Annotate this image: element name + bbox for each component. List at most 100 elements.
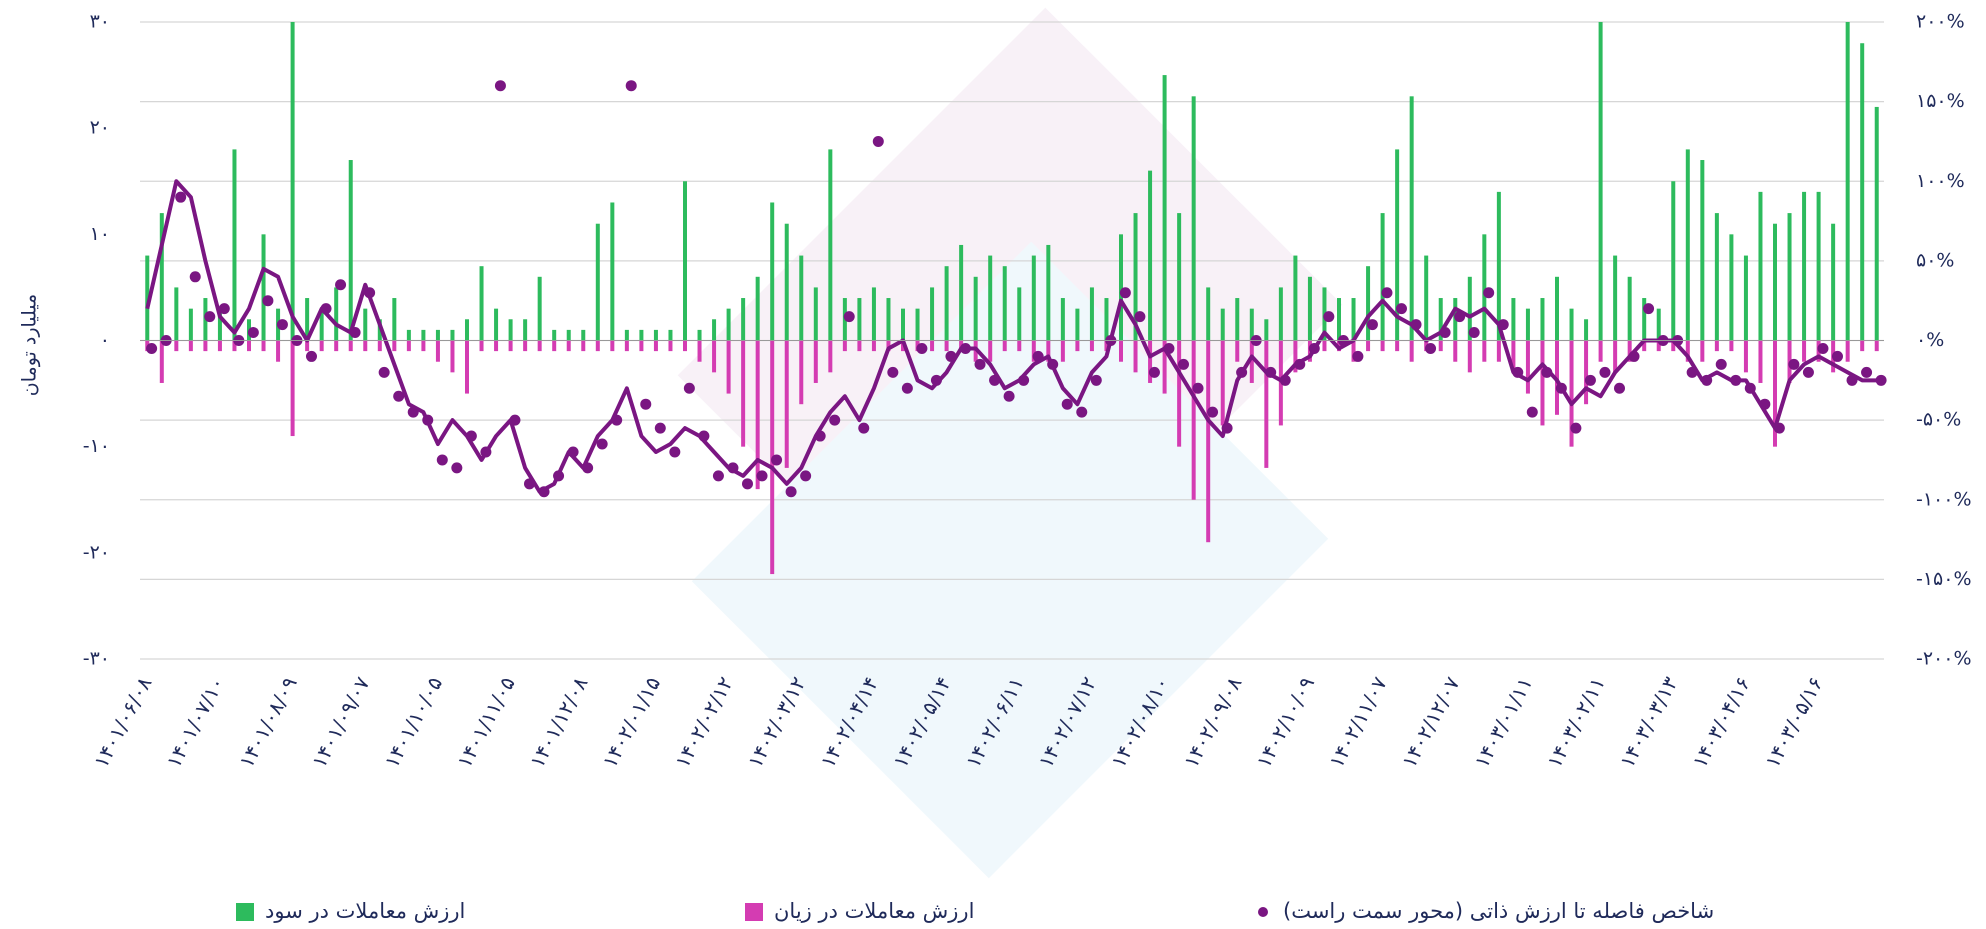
bar: [1017, 287, 1022, 341]
bar: [1104, 340, 1109, 352]
bar: [392, 298, 397, 341]
bar: [1148, 170, 1153, 341]
bar: [697, 329, 702, 341]
bar: [1031, 255, 1036, 341]
bar: [1860, 43, 1865, 341]
bar: [988, 340, 993, 362]
dot: [1613, 382, 1625, 394]
bar: [217, 308, 222, 341]
bar: [799, 340, 804, 405]
bar: [755, 340, 760, 490]
bar: [1540, 298, 1545, 341]
bar: [1700, 340, 1705, 362]
dot: [843, 311, 855, 323]
y2-tick-label: -۱۰۰%: [1916, 488, 1972, 510]
dot: [1381, 287, 1393, 299]
bar: [1002, 340, 1007, 352]
bar: [537, 340, 542, 352]
bar: [1424, 255, 1429, 341]
dot: [887, 366, 899, 378]
bar: [653, 329, 658, 341]
bar: [1119, 234, 1123, 341]
dot: [1831, 350, 1843, 362]
bar: [566, 340, 571, 352]
bar: [1773, 223, 1777, 341]
dot: [146, 342, 158, 354]
y-tick-label: ۲۰: [90, 117, 110, 139]
bar: [1307, 276, 1312, 341]
dot: [1802, 366, 1814, 378]
bar: [1453, 340, 1458, 362]
bar: [1366, 340, 1371, 352]
bar: [1802, 340, 1807, 362]
bar: [479, 266, 484, 341]
dot: [1192, 382, 1204, 394]
bar: [1060, 340, 1065, 362]
dot: [494, 80, 506, 92]
bar: [1802, 191, 1807, 341]
bar: [1773, 340, 1777, 447]
bar: [1482, 234, 1487, 341]
bar: [639, 340, 644, 352]
dot: [276, 319, 288, 331]
bar: [1235, 340, 1240, 362]
dot: [1076, 406, 1088, 418]
bar: [1293, 255, 1298, 341]
bar: [421, 340, 426, 352]
bar: [1206, 340, 1211, 543]
bar: [1525, 340, 1530, 394]
bar: [886, 298, 891, 341]
bar: [465, 319, 469, 341]
legend-marker: [236, 903, 254, 921]
bar: [1249, 340, 1254, 383]
bar: [1584, 319, 1589, 341]
bar: [1642, 298, 1647, 341]
x-tick-label: ۱۴۰۲/۰۹/۰۸: [1179, 672, 1247, 771]
bar: [1816, 191, 1821, 341]
y-tick-label: ۳۰: [90, 11, 110, 33]
bar: [334, 287, 339, 341]
bar: [523, 340, 528, 352]
bar: [668, 340, 673, 352]
dot: [305, 350, 317, 362]
y2-tick-label: -۵۰%: [1916, 409, 1961, 431]
dot: [683, 382, 695, 394]
dot: [756, 470, 768, 482]
bar: [581, 329, 586, 341]
bar: [639, 329, 644, 341]
dot: [1119, 287, 1131, 299]
x-tick-label: ۱۴۰۳/۰۱/۱۱: [1469, 673, 1537, 772]
y2-tick-label: -۱۵۰%: [1916, 568, 1972, 590]
bar: [1496, 340, 1501, 362]
bar: [1874, 340, 1879, 352]
bar: [435, 340, 440, 362]
bar: [450, 340, 455, 373]
bar: [1409, 96, 1414, 341]
dot: [189, 271, 201, 283]
bar: [1845, 340, 1850, 362]
bar: [813, 287, 818, 341]
bar: [1177, 213, 1182, 341]
bar: [290, 22, 295, 341]
bar: [842, 340, 847, 352]
dot: [1148, 366, 1160, 378]
x-tick-label: ۱۴۰۳/۰۴/۱۶: [1687, 673, 1755, 772]
dot: [916, 342, 928, 354]
bar: [1467, 340, 1472, 373]
dot: [596, 438, 608, 450]
x-tick-label: ۱۴۰۱/۱۲/۰۸: [525, 672, 593, 771]
bar: [1511, 298, 1516, 341]
bar: [755, 276, 760, 341]
bar: [1380, 213, 1385, 341]
bar: [784, 340, 789, 468]
bar: [726, 308, 731, 341]
bar: [334, 340, 339, 352]
bar: [421, 329, 426, 341]
bar: [508, 319, 513, 341]
bar: [508, 340, 513, 352]
bar: [276, 340, 281, 362]
bar: [944, 340, 949, 352]
bar: [988, 255, 993, 341]
bar: [1351, 298, 1356, 341]
bar: [1874, 106, 1879, 341]
